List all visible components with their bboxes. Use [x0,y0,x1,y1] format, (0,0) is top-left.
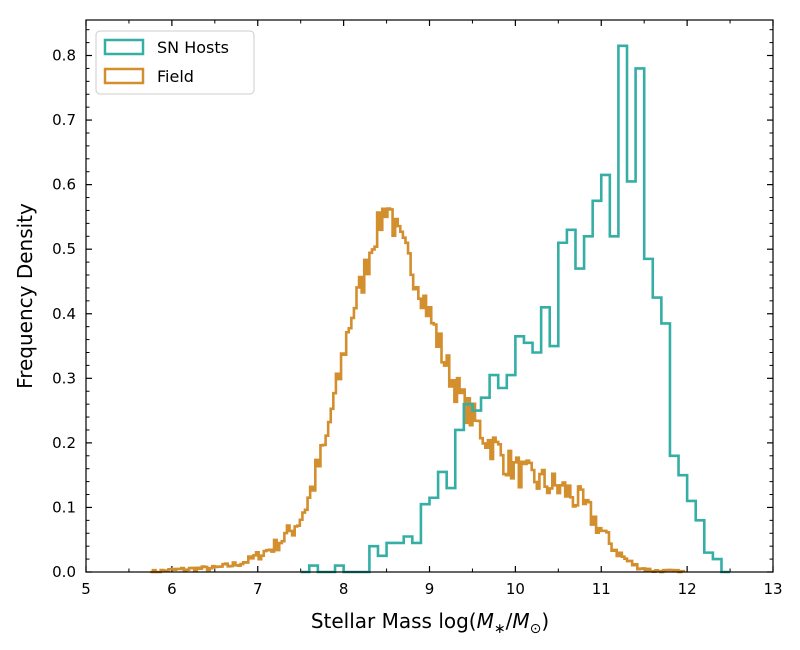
legend-swatch-sn-hosts [103,38,145,56]
y-tick-label: 0.0 [52,563,76,581]
legend: SN Hosts Field [95,30,255,95]
legend-box [95,30,255,95]
series-layer [150,44,731,574]
x-tick-label: 7 [253,580,263,598]
x-axis-label-close: ) [541,609,549,633]
x-axis-label-sub-sun: ⊙ [530,621,542,637]
y-tick-labels: 0.0 0.1 0.2 0.3 0.4 0.5 0.6 0.7 0.8 [52,47,76,581]
x-tick-label: 5 [81,580,91,598]
y-tick-label: 0.3 [52,369,76,387]
x-tick-label: 10 [506,580,525,598]
x-tick-label: 12 [678,580,697,598]
plot-frame [85,19,774,573]
legend-label-field: Field [157,67,194,86]
y-tick-label: 0.5 [52,240,76,258]
y-tick-label: 0.7 [52,111,76,129]
y-tick-label: 0.6 [52,176,76,194]
x-axis-label: Stellar Mass log(M∗/M⊙) [311,609,549,637]
x-tick-label: 13 [763,580,782,598]
x-axis-label-slash: / [506,609,513,633]
series-field-line [150,207,685,574]
series-sn-hosts-line [300,44,731,574]
y-tick-label: 0.2 [52,434,76,452]
x-axis-label-text: Stellar Mass log( [311,609,477,633]
x-axis-label-m2: M [512,609,529,633]
legend-swatch-field [103,67,145,85]
x-tick-label: 6 [167,580,177,598]
x-tick-label: 9 [425,580,435,598]
legend-label-sn-hosts: SN Hosts [157,38,229,57]
axis-ticks [85,20,774,573]
x-axis-label-sub-star: ∗ [494,621,506,637]
y-axis-label: Frequency Density [13,203,37,389]
y-tick-label: 0.1 [52,498,76,516]
x-tick-label: 8 [339,580,349,598]
y-tick-label: 0.8 [52,47,76,65]
x-axis-label-m: M [477,609,494,633]
x-tick-labels: 5 6 7 8 9 10 11 12 13 [81,580,782,598]
y-tick-label: 0.4 [52,305,76,323]
x-tick-label: 11 [592,580,611,598]
